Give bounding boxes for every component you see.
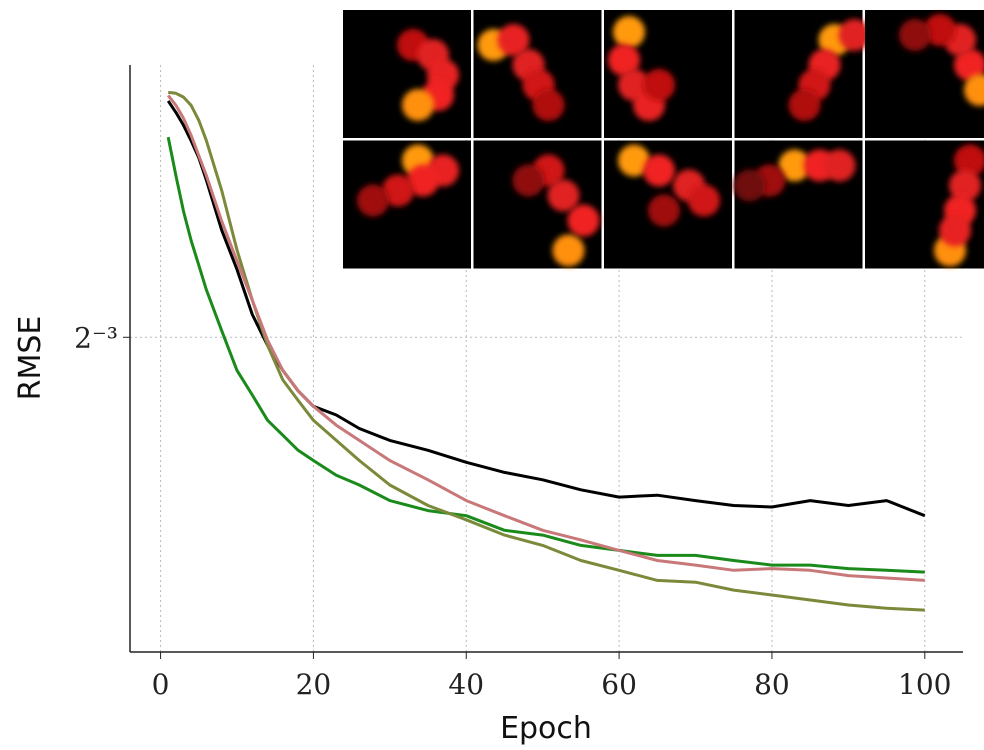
- inset-blob: [643, 69, 675, 101]
- x-tick-label: 80: [754, 668, 790, 701]
- inset-blob: [552, 234, 585, 267]
- inset-blob: [497, 24, 530, 56]
- inset-blob: [954, 49, 984, 81]
- inset-blob: [618, 144, 650, 177]
- inset-blob: [778, 149, 811, 182]
- inset-blob: [402, 89, 434, 121]
- series-line: [166, 136, 925, 574]
- inset-blob: [823, 149, 856, 182]
- inset-blob: [899, 19, 931, 51]
- inset-blob: [512, 164, 545, 197]
- inset-blob: [838, 19, 871, 51]
- x-tick-label: 100: [898, 668, 951, 701]
- inset-blob: [949, 169, 981, 202]
- inset-blob: [407, 164, 439, 197]
- inset-blob: [954, 144, 984, 177]
- x-axis-label: Epoch: [500, 711, 592, 746]
- plot-area: [130, 65, 963, 652]
- inset-blob: [567, 204, 600, 237]
- x-tick-label: 40: [448, 668, 484, 701]
- x-tick-label: 0: [152, 668, 170, 701]
- inset-blob: [547, 179, 580, 212]
- inset-blob: [357, 184, 389, 217]
- inset-blob: [788, 89, 821, 121]
- inset-blob: [608, 44, 640, 76]
- inset-images: [343, 10, 984, 269]
- inset-blob: [964, 74, 984, 106]
- inset-blob: [688, 184, 720, 217]
- inset-blob: [382, 174, 414, 207]
- inset-blob: [643, 154, 675, 187]
- y-axis-label: RMSE: [13, 316, 48, 401]
- inset-blob: [532, 89, 565, 121]
- series-line: [168, 90, 925, 612]
- inset-blob: [648, 194, 680, 227]
- inset-blob: [939, 214, 971, 247]
- inset-blob: [924, 14, 956, 46]
- x-tick-label: 60: [601, 668, 637, 701]
- x-tick-label: 20: [296, 668, 332, 701]
- inset-blob: [733, 169, 766, 202]
- inset-blob: [613, 16, 645, 48]
- series-line: [167, 94, 925, 582]
- y-tick-label: 2⁻³: [74, 321, 118, 354]
